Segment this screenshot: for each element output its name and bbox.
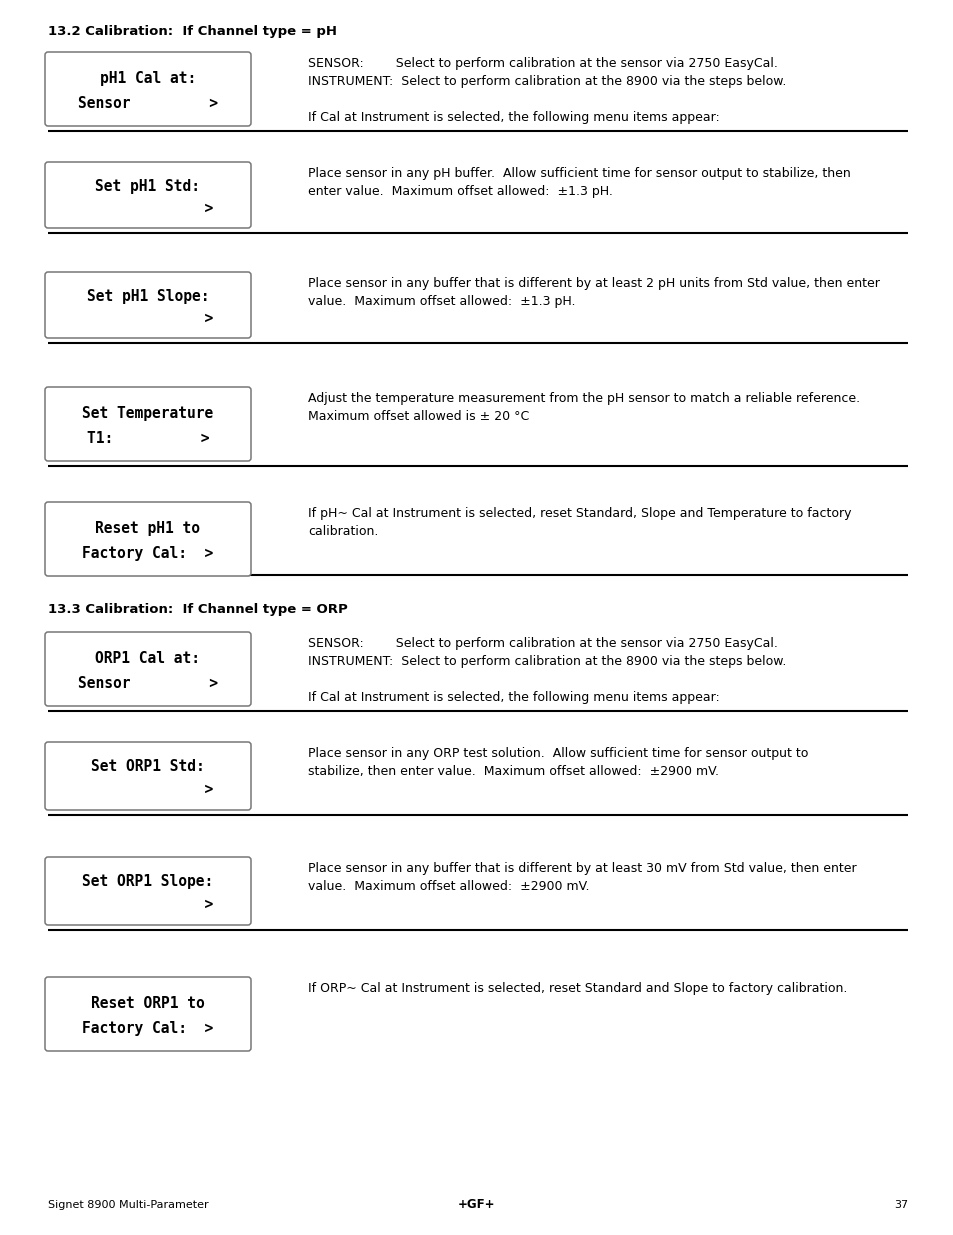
Text: >: > [82, 201, 213, 216]
FancyBboxPatch shape [45, 272, 251, 338]
Text: Set ORP1 Slope:: Set ORP1 Slope: [82, 874, 213, 889]
Text: Factory Cal:  >: Factory Cal: > [82, 546, 213, 562]
Text: Set ORP1 Std:: Set ORP1 Std: [91, 760, 205, 774]
Text: If ORP~ Cal at Instrument is selected, reset Standard and Slope to factory calib: If ORP~ Cal at Instrument is selected, r… [308, 982, 846, 995]
FancyBboxPatch shape [45, 632, 251, 706]
Text: Adjust the temperature measurement from the pH sensor to match a reliable refere: Adjust the temperature measurement from … [308, 391, 860, 424]
Text: +GF+: +GF+ [457, 1198, 496, 1212]
Text: ORP1 Cal at:: ORP1 Cal at: [95, 651, 200, 667]
Text: >: > [82, 782, 213, 797]
Text: If pH~ Cal at Instrument is selected, reset Standard, Slope and Temperature to f: If pH~ Cal at Instrument is selected, re… [308, 508, 851, 538]
Text: Sensor         >: Sensor > [78, 677, 218, 692]
FancyBboxPatch shape [45, 857, 251, 925]
Text: Set pH1 Std:: Set pH1 Std: [95, 179, 200, 194]
Text: Set Temperature: Set Temperature [82, 406, 213, 421]
Text: Place sensor in any ORP test solution.  Allow sufficient time for sensor output : Place sensor in any ORP test solution. A… [308, 747, 807, 778]
Text: >: > [82, 897, 213, 913]
Text: SENSOR:        Select to perform calibration at the sensor via 2750 EasyCal.
INS: SENSOR: Select to perform calibration at… [308, 637, 785, 704]
Text: Reset pH1 to: Reset pH1 to [95, 521, 200, 536]
Text: Place sensor in any buffer that is different by at least 30 mV from Std value, t: Place sensor in any buffer that is diffe… [308, 862, 856, 893]
Text: SENSOR:        Select to perform calibration at the sensor via 2750 EasyCal.
INS: SENSOR: Select to perform calibration at… [308, 57, 785, 124]
Text: Place sensor in any pH buffer.  Allow sufficient time for sensor output to stabi: Place sensor in any pH buffer. Allow suf… [308, 167, 850, 198]
Text: Factory Cal:  >: Factory Cal: > [82, 1021, 213, 1036]
Text: Reset ORP1 to: Reset ORP1 to [91, 997, 205, 1011]
Text: Sensor         >: Sensor > [78, 96, 218, 111]
Text: 13.3 Calibration:  If Channel type = ORP: 13.3 Calibration: If Channel type = ORP [48, 603, 348, 616]
FancyBboxPatch shape [45, 387, 251, 461]
Text: Signet 8900 Multi-Parameter: Signet 8900 Multi-Parameter [48, 1200, 209, 1210]
FancyBboxPatch shape [45, 162, 251, 228]
Text: 13.2 Calibration:  If Channel type = pH: 13.2 Calibration: If Channel type = pH [48, 25, 336, 38]
FancyBboxPatch shape [45, 977, 251, 1051]
Text: 37: 37 [893, 1200, 907, 1210]
Text: T1:          >: T1: > [87, 431, 209, 447]
FancyBboxPatch shape [45, 52, 251, 126]
FancyBboxPatch shape [45, 742, 251, 810]
Text: pH1 Cal at:: pH1 Cal at: [100, 72, 196, 86]
Text: Place sensor in any buffer that is different by at least 2 pH units from Std val: Place sensor in any buffer that is diffe… [308, 277, 879, 308]
Text: Set pH1 Slope:: Set pH1 Slope: [87, 289, 209, 304]
FancyBboxPatch shape [45, 501, 251, 576]
Text: >: > [82, 311, 213, 326]
